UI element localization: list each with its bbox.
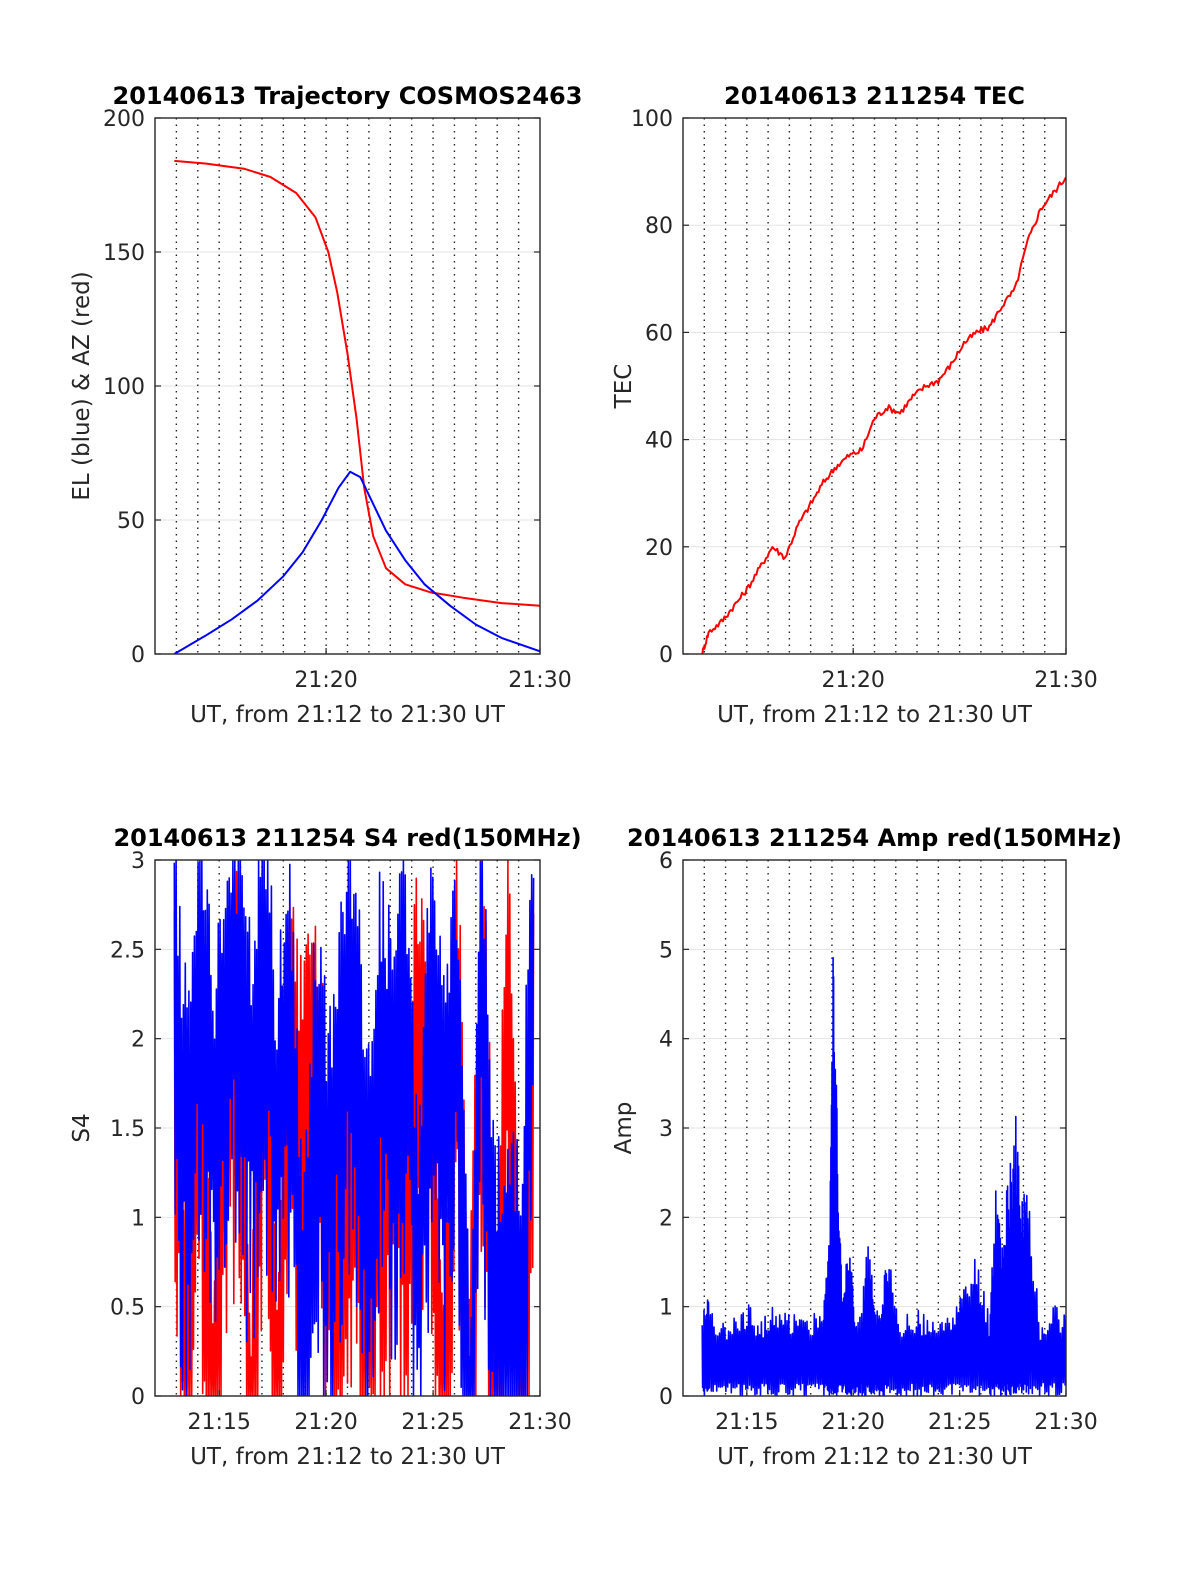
y-axis-label: S4: [69, 1113, 95, 1142]
y-tick-label: 3: [131, 849, 145, 874]
x-tick-label: 21:20: [294, 1410, 357, 1435]
x-tick-label: 21:25: [401, 1410, 464, 1435]
y-tick-label: 0: [659, 1385, 673, 1410]
y-tick-label: 60: [645, 321, 673, 346]
y-tick-label: 80: [645, 214, 673, 239]
y-tick-label: 1.5: [110, 1117, 145, 1142]
series-group: [173, 860, 535, 1396]
chart-panel-1: 0 50 100 150 200 21:20 21:30 20140613 Trajector…: [69, 82, 582, 728]
axes-box: [682, 117, 1067, 655]
y-tick-label: 5: [659, 938, 673, 963]
x-axis-label: UT, from 21:12 to 21:30 UT: [717, 702, 1033, 728]
y-tick-label: 0: [131, 643, 145, 668]
x-tick-label: 21:20: [294, 668, 357, 693]
x-tick-label: 21:30: [508, 668, 571, 693]
chart-title: 20140613 211254 Amp red(150MHz): [627, 824, 1122, 852]
y-tick-label: 40: [645, 429, 673, 454]
x-tick-label: 21:20: [821, 668, 884, 693]
chart-panel-4: 0 1 2 3 4 5 6 21:15 21:20 21:25 21:30 20140613 2112…: [611, 824, 1122, 1470]
y-axis-label: EL (blue) & AZ (red): [69, 271, 95, 500]
series-line-2: [173, 860, 535, 1396]
x-tick-label: 21:20: [821, 1410, 884, 1435]
y-tick-label: 200: [103, 107, 145, 132]
x-tick-label: 21:25: [928, 1410, 991, 1435]
x-tick-label: 21:30: [508, 1410, 571, 1435]
chart-title: 20140613 211254 TEC: [724, 82, 1025, 110]
chart-panel-3: 0 0.5 1 1.5 2 2.5 3 21:15 21:20 21:25 21:30 2014061…: [69, 824, 582, 1470]
x-axis-label: UT, from 21:12 to 21:30 UT: [190, 1444, 506, 1470]
series-group: [701, 957, 1066, 1396]
x-tick-label: 21:15: [187, 1410, 250, 1435]
y-tick-label: 3: [659, 1117, 673, 1142]
y-tick-label: 0.5: [110, 1296, 145, 1321]
series-line-1: [701, 957, 1066, 1396]
y-tick-label: 150: [103, 241, 145, 266]
x-tick-label: 21:15: [715, 1410, 778, 1435]
y-tick-label: 0: [131, 1385, 145, 1410]
y-tick-label: 1: [659, 1296, 673, 1321]
series-group: [701, 176, 1066, 654]
series-line-2: [173, 470, 540, 654]
y-axis-label: Amp: [611, 1102, 637, 1155]
y-tick-label: 50: [117, 509, 145, 534]
x-axis-label: UT, from 21:12 to 21:30 UT: [717, 1444, 1033, 1470]
x-axis-label: UT, from 21:12 to 21:30 UT: [190, 702, 506, 728]
x-tick-label: 21:30: [1034, 668, 1097, 693]
y-axis-label: TEC: [611, 364, 637, 410]
y-tick-label: 0: [659, 643, 673, 668]
x-tick-label: 21:30: [1034, 1410, 1097, 1435]
y-tick-label: 1: [131, 1206, 145, 1231]
y-tick-label: 2: [659, 1206, 673, 1231]
chart-panel-2: 0 20 40 60 80 100 21:20 21:30 20140613 211254 TE…: [611, 82, 1098, 728]
series-line-1: [701, 176, 1066, 654]
y-tick-label: 100: [631, 107, 673, 132]
y-tick-label: 2.5: [110, 938, 145, 963]
y-tick-label: 100: [103, 375, 145, 400]
y-tick-label: 20: [645, 536, 673, 561]
y-tick-label: 4: [659, 1028, 673, 1053]
chart-title: 20140613 211254 S4 red(150MHz): [113, 824, 581, 852]
y-tick-label: 6: [659, 849, 673, 874]
series-group: [173, 159, 540, 654]
chart-title: 20140613 Trajectory COSMOS2463: [113, 82, 583, 110]
y-tick-label: 2: [131, 1028, 145, 1053]
